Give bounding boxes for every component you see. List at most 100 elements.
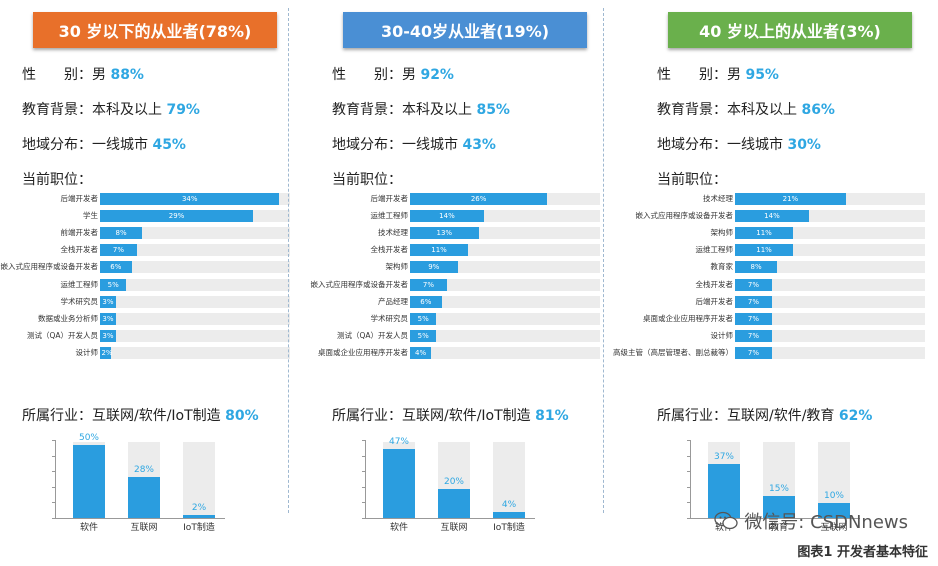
- bar-value-label: 3%: [102, 331, 114, 340]
- bar-category-label: 设计师: [75, 347, 99, 357]
- region-stat-value: 45%: [152, 137, 186, 153]
- bar: [735, 193, 846, 205]
- bar-category-label: 数据或业务分析师: [38, 313, 98, 323]
- y-axis-tick: [687, 518, 691, 519]
- column-category-label: 互联网: [440, 523, 468, 533]
- bar: [100, 227, 143, 240]
- bar-value-label: 2%: [101, 348, 113, 357]
- bar-row: 学术研究员 3%: [10, 295, 300, 312]
- gender-stat-value: 88%: [110, 67, 144, 83]
- y-axis-tick: [52, 502, 56, 504]
- bar-row: 后端开发者 7%: [645, 295, 935, 312]
- bar-track: 7%: [735, 278, 925, 291]
- bar: [100, 312, 116, 325]
- column-group: 50%: [73, 433, 105, 518]
- column-group: 10%: [818, 442, 850, 518]
- bar: [410, 244, 469, 257]
- y-axis-tick: [52, 455, 56, 457]
- bar-row: 产品经理 6%: [320, 295, 610, 312]
- column-category-label: 教育: [769, 523, 788, 533]
- bar-category-label: 学生: [83, 211, 98, 221]
- column-bar: [763, 496, 795, 518]
- column-divider: [603, 8, 604, 513]
- y-axis-tick: [362, 455, 366, 457]
- gender-stat-value: 95%: [745, 67, 779, 83]
- age-group-panel: 30 岁以下的从业者(78%) 性 别：男 88% 教育背景：本科及以上 79% 地域…: [1, 0, 300, 533]
- column-bar: [708, 463, 740, 518]
- region-stat: 地域分布：一线城市 43%: [332, 134, 496, 154]
- column-group: 2%: [183, 442, 215, 518]
- bar: [735, 312, 772, 325]
- bar: [410, 295, 442, 308]
- column-bar: [128, 477, 160, 518]
- bar-track: 8%: [100, 227, 290, 240]
- bar-track: 7%: [735, 312, 925, 325]
- wechat-icon: [714, 511, 738, 530]
- bar-track: 3%: [100, 329, 290, 342]
- education-stat-label: 教育背景：本科及以上: [332, 102, 477, 118]
- bar-row: 技术经理 21%: [645, 192, 935, 209]
- column-group: 37%: [708, 442, 740, 518]
- bar: [735, 278, 772, 291]
- bar-category-label: 全栈开发者: [60, 245, 99, 255]
- y-axis: [687, 440, 691, 519]
- bar-row: 运维工程师 14%: [320, 209, 610, 226]
- bar-row: 后端开发者 26%: [320, 192, 610, 209]
- column-bar: [183, 515, 215, 518]
- y-axis-tick: [362, 502, 366, 504]
- bar: [100, 261, 132, 274]
- column-group: 47%: [383, 437, 415, 518]
- x-axis: [365, 518, 535, 519]
- education-stat: 教育背景：本科及以上 79%: [22, 99, 200, 119]
- y-axis-tick: [52, 486, 56, 488]
- bar-row: 测试（QA）开发人员 5%: [320, 329, 610, 346]
- column-group: 15%: [763, 442, 795, 518]
- bar-value-label: 5%: [107, 280, 119, 289]
- bar-category-label: 后端开发者: [370, 194, 409, 203]
- bar-row: 学术研究员 5%: [320, 312, 610, 329]
- bar-value-label: 11%: [756, 246, 772, 255]
- position-bar-chart: 后端开发者 26% 运维工程师 14% 技术经理 13% 全栈开发者 11% 架构师 9% 嵌入式应…: [311, 192, 610, 372]
- bar-value-label: 5%: [417, 314, 429, 323]
- bar-category-label: 架构师: [710, 228, 734, 238]
- bar-category-label: 后端开发者: [60, 194, 99, 203]
- gender-stat: 性 别：男 92%: [332, 64, 454, 84]
- bar-track: 7%: [100, 244, 290, 257]
- bar-row: 设计师 2%: [10, 346, 300, 363]
- bar-track: 13%: [410, 227, 600, 240]
- bar-category-label: 全栈开发者: [695, 279, 734, 289]
- bar-value-label: 6%: [420, 297, 432, 306]
- bar-track: 3%: [100, 312, 290, 325]
- y-axis-tick: [687, 440, 691, 441]
- bar-category-label: 嵌入式应用程序或设备开发者: [310, 279, 409, 289]
- bar-track: 11%: [410, 244, 600, 257]
- y-axis-tick: [52, 471, 56, 473]
- column-value-label: 47%: [388, 437, 409, 448]
- bar: [735, 346, 772, 359]
- column-value-label: 20%: [443, 476, 464, 487]
- bar: [100, 193, 280, 205]
- education-stat-label: 教育背景：本科及以上: [657, 102, 802, 118]
- bar-row: 设计师 7%: [645, 329, 935, 346]
- y-axis-tick: [362, 440, 366, 441]
- bar-category-label: 嵌入式应用程序或设备开发者: [635, 211, 734, 221]
- bar-category-label: 设计师: [710, 330, 734, 340]
- gender-stat-label: 性 别：男: [657, 67, 746, 83]
- gender-stat-label: 性 别：男: [22, 67, 111, 83]
- bar-track: 14%: [410, 210, 600, 223]
- y-axis-tick: [687, 502, 691, 504]
- bar-track: 5%: [100, 278, 290, 291]
- bar-row: 前端开发者 8%: [10, 226, 300, 243]
- bar-category-label: 测试（QA）开发人员: [336, 330, 408, 340]
- bar-value-label: 7%: [112, 246, 125, 255]
- bar-row: 测试（QA）开发人员 3%: [10, 329, 300, 346]
- bar-value-label: 11%: [431, 246, 447, 255]
- panel-header: 30 岁以下的从业者(78%): [33, 12, 277, 48]
- gender-stat: 性 别：男 88%: [22, 64, 144, 84]
- bar-track: 4%: [410, 346, 600, 359]
- bar-track: 3%: [100, 295, 290, 308]
- bar-track: 2%: [100, 346, 290, 359]
- panel-header: 40 岁以上的从业者(3%): [668, 12, 912, 48]
- education-stat: 教育背景：本科及以上 86%: [657, 99, 835, 119]
- bar-value-label: 8%: [750, 263, 762, 272]
